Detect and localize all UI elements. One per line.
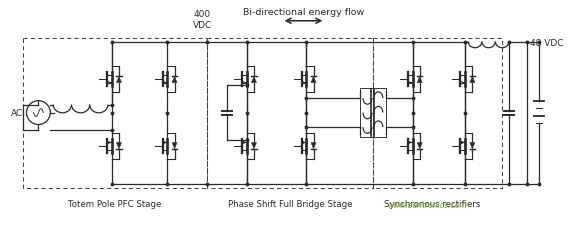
Polygon shape [172,77,177,83]
Polygon shape [311,143,316,149]
Polygon shape [311,77,316,83]
Polygon shape [417,77,423,83]
Polygon shape [251,143,256,149]
Polygon shape [116,143,122,149]
Polygon shape [116,77,122,83]
Text: Synchronous rectifiers: Synchronous rectifiers [384,200,481,208]
Bar [360,88,386,138]
Text: www.eentronics.com: www.eentronics.com [388,201,468,209]
Polygon shape [470,143,475,149]
Polygon shape [417,143,423,149]
Text: Bi-directional energy flow: Bi-directional energy flow [243,8,364,17]
Polygon shape [172,143,177,149]
Text: 48 VDC: 48 VDC [530,38,563,48]
Text: AC: AC [11,109,23,118]
Text: Phase Shift Full Bridge Stage: Phase Shift Full Bridge Stage [228,200,352,208]
Polygon shape [251,77,256,83]
Polygon shape [470,77,475,83]
Text: 400
VDC: 400 VDC [192,10,212,29]
Text: Totem Pole PFC Stage: Totem Pole PFC Stage [68,200,162,208]
